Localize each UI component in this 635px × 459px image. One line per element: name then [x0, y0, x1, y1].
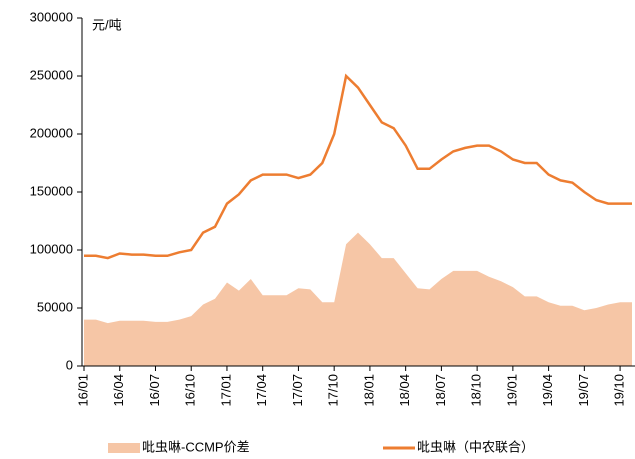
y-axis-label: 元/吨 — [92, 17, 122, 32]
x-tick-label: 19/01 — [504, 374, 519, 407]
legend-label: 吡虫啉-CCMP价差 — [142, 439, 250, 454]
x-tick-label: 19/04 — [540, 374, 555, 407]
line — [84, 73, 632, 260]
y-tick-label: 150000 — [30, 183, 73, 198]
x-tick-label: 18/01 — [361, 374, 376, 407]
x-tick-label: 18/10 — [469, 374, 484, 407]
x-tick-label: 16/07 — [147, 374, 162, 407]
y-tick-label: 250000 — [30, 67, 73, 82]
x-tick-label: 17/04 — [254, 374, 269, 407]
x-tick-label: 16/01 — [75, 374, 90, 407]
x-tick-label: 19/10 — [612, 374, 627, 407]
y-tick-label: 300000 — [30, 9, 73, 24]
y-tick-label: 100000 — [30, 241, 73, 256]
legend-label: 吡虫啉（中农联合） — [417, 439, 534, 454]
area — [84, 232, 632, 366]
x-tick-label: 17/07 — [290, 374, 305, 407]
x-tick-label: 17/10 — [326, 374, 341, 407]
x-tick-label: 19/07 — [576, 374, 591, 407]
x-tick-label: 18/04 — [397, 374, 412, 407]
x-tick-label: 18/07 — [433, 374, 448, 407]
y-tick-label: 0 — [66, 357, 73, 372]
x-tick-label: 16/10 — [183, 374, 198, 407]
legend-swatch — [108, 443, 140, 453]
x-tick-label: 17/01 — [218, 374, 233, 407]
y-tick-label: 50000 — [37, 299, 73, 314]
x-tick-label: 16/04 — [111, 374, 126, 407]
y-tick-label: 200000 — [30, 125, 73, 140]
